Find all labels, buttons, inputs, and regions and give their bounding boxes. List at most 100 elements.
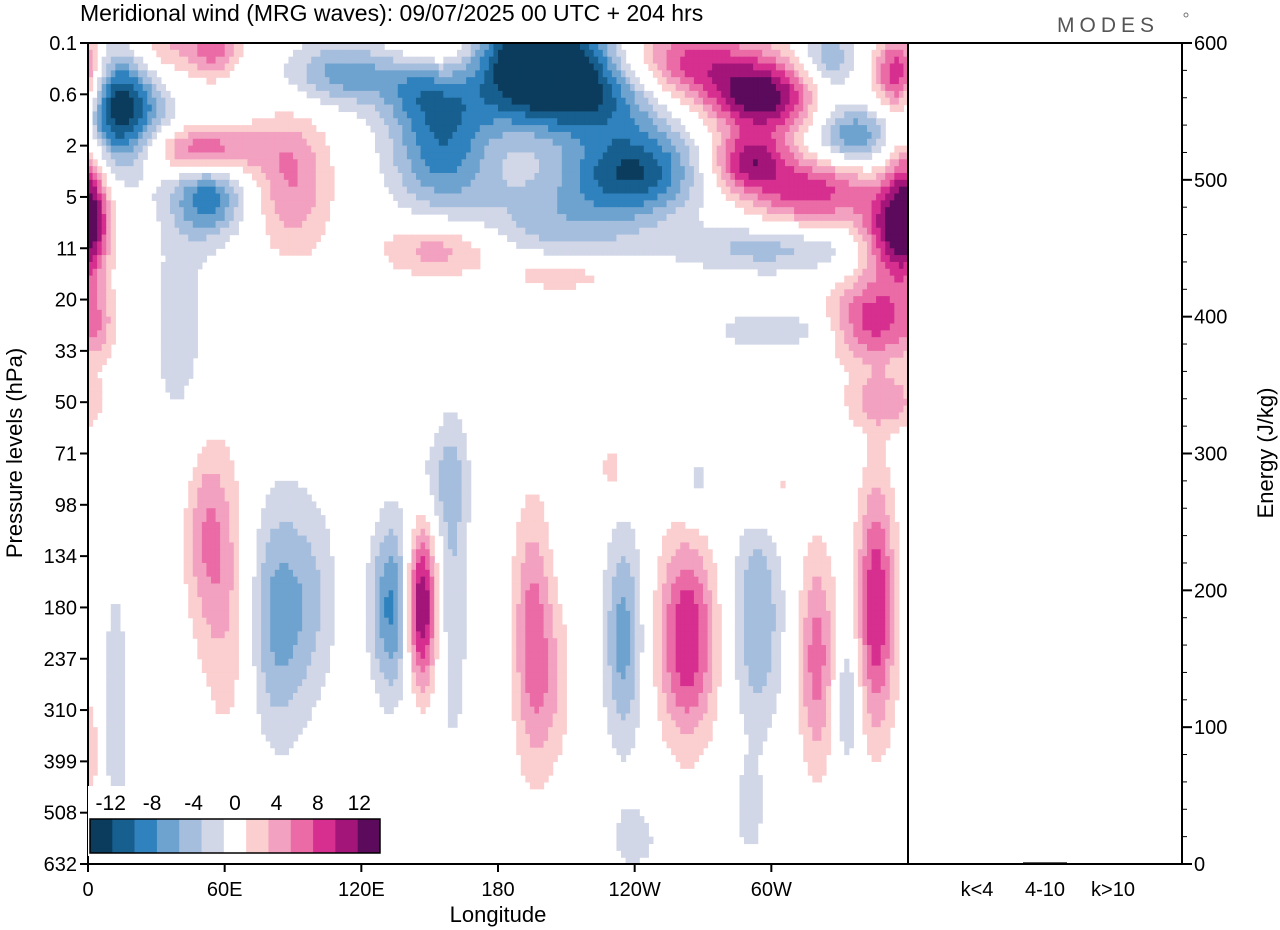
heatmap-cell xyxy=(174,152,180,160)
heatmap-cell xyxy=(165,227,171,236)
heatmap-cell xyxy=(871,125,877,133)
heatmap-cell xyxy=(434,172,440,181)
heatmap-cell xyxy=(739,179,745,188)
heatmap-cell xyxy=(848,337,854,345)
heatmap-cell xyxy=(684,166,690,174)
heatmap-cell xyxy=(156,193,162,201)
heatmap-cell xyxy=(557,63,563,71)
heatmap-cell xyxy=(252,172,258,181)
heatmap-cell xyxy=(416,255,422,263)
heatmap-cell xyxy=(648,227,654,236)
heatmap-cell xyxy=(502,49,508,58)
heatmap-cell xyxy=(812,186,818,195)
heatmap-cell xyxy=(488,63,495,71)
heatmap-cell xyxy=(315,220,321,229)
heatmap-cell xyxy=(188,138,194,147)
heatmap-cell xyxy=(789,234,795,243)
heatmap-cell xyxy=(201,70,208,78)
heatmap-cell xyxy=(748,316,754,325)
heatmap-cell xyxy=(520,138,526,147)
heatmap-cell xyxy=(352,104,358,113)
heatmap-cell xyxy=(794,200,800,208)
heatmap-cell xyxy=(807,49,813,58)
heatmap-cell xyxy=(160,43,167,51)
heatmap-cell xyxy=(734,186,741,195)
heatmap-cell xyxy=(151,111,157,119)
heatmap-cell xyxy=(411,77,417,85)
heatmap-cell xyxy=(101,296,107,304)
heatmap-cell xyxy=(671,125,677,133)
heatmap-cell xyxy=(630,172,636,181)
heatmap-cell xyxy=(744,56,750,65)
heatmap-cell xyxy=(639,131,645,140)
heatmap-cell xyxy=(160,241,167,249)
heatmap-cell xyxy=(703,90,709,99)
heatmap-cell xyxy=(570,200,577,208)
heatmap-cell xyxy=(461,104,467,113)
heatmap-cell xyxy=(684,214,690,222)
heatmap-cell xyxy=(566,159,572,167)
heatmap-cell xyxy=(584,248,590,256)
heatmap-cell xyxy=(570,111,577,119)
heatmap-cell xyxy=(156,111,162,119)
heatmap-cell xyxy=(493,145,499,154)
heatmap-cell xyxy=(470,131,476,140)
heatmap-cell xyxy=(179,200,185,208)
heatmap-cell xyxy=(511,159,517,167)
heatmap-cell xyxy=(110,220,116,229)
heatmap-cell xyxy=(662,84,668,92)
heatmap-cell xyxy=(265,159,271,167)
heatmap-cell xyxy=(211,70,217,78)
heatmap-cell xyxy=(807,172,813,181)
heatmap-cell xyxy=(502,111,508,119)
heatmap-cell xyxy=(557,104,563,113)
heatmap-cell xyxy=(297,152,303,160)
heatmap-cell xyxy=(762,316,768,325)
heatmap-cell xyxy=(233,214,239,222)
heatmap-cell xyxy=(420,193,426,201)
heatmap-cell xyxy=(402,234,408,243)
heatmap-cell xyxy=(630,111,636,119)
heatmap-cell xyxy=(183,296,189,304)
heatmap-cell xyxy=(393,248,399,256)
heatmap-cell xyxy=(124,166,130,174)
heatmap-cell xyxy=(106,323,112,331)
heatmap-cell xyxy=(885,227,891,236)
heatmap-cell xyxy=(548,172,554,181)
heatmap-cell xyxy=(370,84,376,92)
heatmap-cell xyxy=(835,145,841,154)
heatmap-cell xyxy=(384,118,390,126)
heatmap-cell xyxy=(384,241,390,249)
heatmap-cell xyxy=(566,111,572,119)
heatmap-cell xyxy=(397,70,403,78)
heatmap-cell xyxy=(516,104,522,113)
heatmap-cell xyxy=(648,90,654,99)
heatmap-cell xyxy=(233,186,239,195)
heatmap-cell xyxy=(142,70,148,78)
heatmap-cell xyxy=(529,118,536,126)
heatmap-cell xyxy=(488,145,495,154)
heatmap-cell xyxy=(557,282,563,290)
heatmap-cell xyxy=(475,77,481,85)
heatmap-cell xyxy=(666,118,672,126)
heatmap-cell xyxy=(507,131,513,140)
heatmap-cell xyxy=(803,172,809,181)
heatmap-cell xyxy=(402,111,408,119)
heatmap-cell xyxy=(589,207,595,215)
heatmap-cell xyxy=(744,77,750,85)
heatmap-cell xyxy=(279,138,285,147)
heatmap-cell xyxy=(475,145,481,154)
heatmap-cell xyxy=(183,323,189,331)
heatmap-cell xyxy=(584,234,590,243)
heatmap-cell xyxy=(739,84,745,92)
heatmap-cell xyxy=(361,70,367,78)
heatmap-cell xyxy=(110,125,116,133)
heatmap-cell xyxy=(160,179,167,188)
heatmap-cell xyxy=(557,179,563,188)
heatmap-cell xyxy=(734,125,741,133)
heatmap-cell xyxy=(470,186,476,195)
heatmap-cell xyxy=(388,186,394,195)
heatmap-cell xyxy=(693,214,700,222)
heatmap-cell xyxy=(279,172,285,181)
heatmap-cell xyxy=(416,63,422,71)
